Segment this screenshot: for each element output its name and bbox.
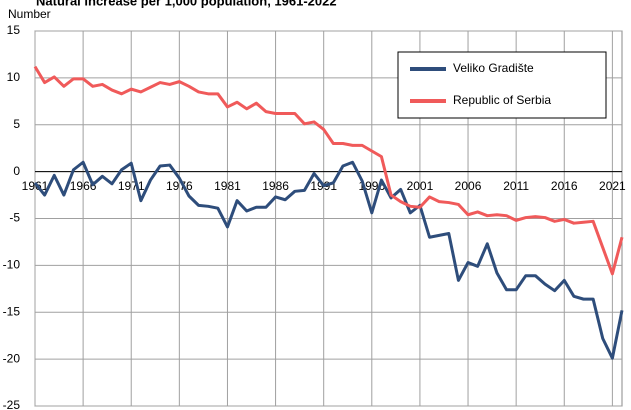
y-tick-label: -20: [3, 351, 21, 365]
x-tick-label: 2006: [455, 179, 482, 193]
data-line: [33, 65, 624, 276]
y-tick-label: 5: [13, 117, 20, 131]
legend-label: Veliko Gradište: [453, 61, 534, 75]
y-tick-label: 10: [7, 70, 21, 84]
x-tick-label: 1981: [214, 179, 241, 193]
y-tick-label: -5: [9, 211, 20, 225]
x-tick-label: 1966: [70, 179, 97, 193]
chart-subtitle: Number: [8, 7, 51, 21]
x-tick-label: 2001: [407, 179, 434, 193]
legend-label: Republic of Serbia: [453, 93, 551, 107]
y-tick-label: -15: [3, 304, 21, 318]
data-line: [33, 160, 624, 360]
chart-title: Natural increase per 1,000 population, 1…: [36, 0, 337, 8]
x-tick-label: 2011: [503, 179, 529, 193]
legend-box: [397, 51, 607, 119]
x-tick-label: 1961: [22, 179, 49, 193]
y-tick-label: -10: [3, 258, 21, 272]
y-tick-label: 0: [13, 164, 20, 178]
y-tick-label: 15: [7, 23, 21, 37]
y-tick-label: -25: [3, 398, 21, 410]
x-tick-label: 1971: [118, 179, 145, 193]
x-tick-label: 2016: [551, 179, 578, 193]
x-tick-label: 2021: [599, 179, 626, 193]
x-tick-label: 1986: [262, 179, 289, 193]
